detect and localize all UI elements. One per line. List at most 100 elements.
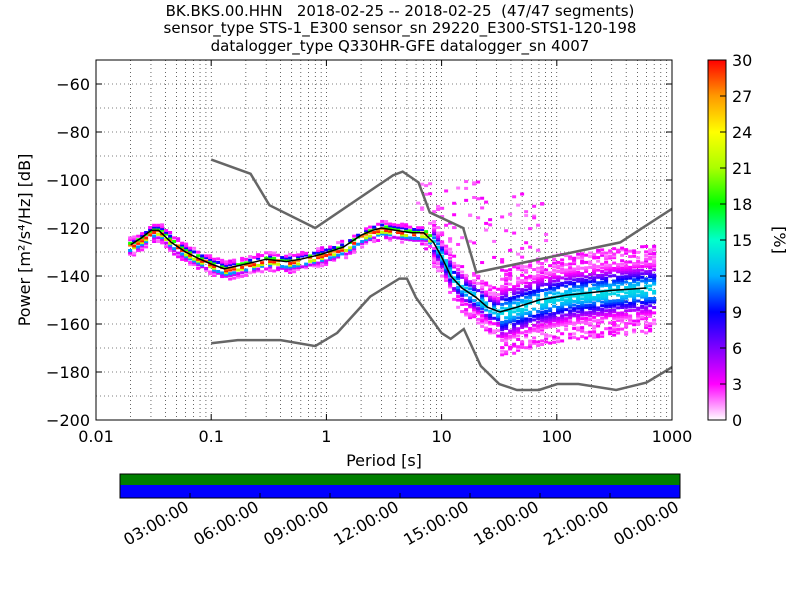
heatmap-cell (472, 293, 477, 297)
heatmap-cell (620, 316, 625, 320)
heatmap-cell (436, 254, 441, 258)
heatmap-cell (624, 300, 629, 304)
heatmap-cell (192, 250, 197, 254)
heatmap-cell (624, 316, 629, 320)
heatmap-cell (568, 321, 573, 325)
heatmap-cell (448, 237, 453, 241)
heatmap-cell (552, 324, 557, 328)
heatmap-cell (240, 262, 245, 266)
heatmap-cell (152, 225, 157, 229)
heatmap-cell (592, 252, 597, 256)
heatmap-cell (500, 290, 505, 294)
heatmap-cell (568, 269, 573, 273)
heatmap-cell (200, 261, 205, 265)
heatmap-cell (592, 296, 597, 300)
heatmap-cell (148, 226, 153, 230)
heatmap-cell (256, 263, 261, 267)
heatmap-cell (620, 320, 625, 324)
heatmap-cell (616, 268, 621, 272)
heatmap-cell (556, 275, 561, 279)
heatmap-cell (424, 242, 429, 246)
heatmap-cell (276, 262, 281, 266)
heatmap-cell (512, 342, 517, 346)
heatmap-cell (340, 247, 345, 251)
heatmap-cell (428, 244, 433, 248)
heatmap-cell (352, 249, 357, 253)
heatmap-cell (324, 254, 329, 258)
heatmap-cell (536, 277, 541, 281)
heatmap-cell (608, 314, 613, 318)
heatmap-cell (532, 277, 537, 281)
heatmap-cell (500, 322, 505, 326)
heatmap-cell (384, 225, 389, 229)
heatmap-cell (488, 309, 493, 313)
heatmap-cell (484, 281, 489, 285)
heatmap-cell (504, 326, 509, 330)
heatmap-cell (452, 261, 457, 265)
heatmap-cell (640, 272, 645, 276)
heatmap-cell (456, 264, 461, 268)
heatmap-cell (152, 231, 157, 234)
heatmap-cell (468, 316, 473, 320)
heatmap-cell (544, 232, 549, 236)
heatmap-cell (628, 309, 633, 313)
heatmap-cell (464, 313, 469, 317)
heatmap-cell (616, 311, 621, 315)
heatmap-cell (188, 248, 193, 252)
heatmap-cell (544, 315, 549, 319)
heatmap-cell (528, 281, 533, 285)
heatmap-cell (600, 275, 605, 279)
heatmap-cell (604, 280, 609, 284)
heatmap-cell (468, 312, 473, 316)
x-tick-label: 1 (321, 427, 331, 446)
heatmap-cell (172, 239, 177, 243)
heatmap-cell (584, 313, 589, 317)
heatmap-cell (632, 288, 637, 292)
heatmap-cell (536, 293, 541, 297)
heatmap-cell (280, 257, 285, 261)
heatmap-cell (616, 318, 621, 322)
heatmap-cell (604, 276, 609, 280)
heatmap-cell (468, 305, 473, 309)
colorbar-tick-label: 3 (732, 375, 742, 394)
heatmap-cell (472, 315, 477, 319)
heatmap-cell (428, 221, 433, 225)
heatmap-cell (576, 306, 581, 310)
heatmap-cell (140, 237, 145, 241)
heatmap-cell (652, 262, 657, 266)
heatmap-cell (508, 304, 513, 308)
heatmap-cell (592, 310, 597, 314)
heatmap-cell (628, 314, 633, 318)
heatmap-cell (480, 319, 485, 323)
heatmap-cell (500, 286, 505, 290)
heatmap-cell (568, 314, 573, 318)
heatmap-cell (520, 345, 525, 349)
heatmap-cell (160, 235, 165, 239)
heatmap-cell (636, 294, 641, 298)
heatmap-cell (520, 331, 525, 335)
heatmap-cell (500, 302, 505, 306)
heatmap-cell (176, 239, 181, 243)
heatmap-cell (284, 256, 289, 260)
heatmap-cell (456, 294, 461, 298)
heatmap-cell (188, 255, 193, 259)
heatmap-cell (524, 214, 529, 218)
heatmap-cell (612, 308, 617, 312)
heatmap-cell (440, 245, 445, 249)
heatmap-cell (464, 186, 469, 190)
heatmap-cell (540, 332, 545, 336)
heatmap-cell (620, 315, 625, 319)
heatmap-cell (164, 232, 169, 236)
heatmap-cell (588, 298, 593, 302)
heatmap-cell (532, 280, 537, 284)
heatmap-cell (368, 230, 373, 234)
heatmap-cell (224, 272, 229, 276)
heatmap-cell (540, 265, 545, 269)
heatmap-cell (512, 310, 517, 314)
heatmap-cell (564, 268, 569, 272)
heatmap-cell (292, 266, 297, 270)
heatmap-cell (520, 268, 525, 272)
heatmap-cell (432, 210, 437, 214)
heatmap-cell (180, 241, 185, 245)
